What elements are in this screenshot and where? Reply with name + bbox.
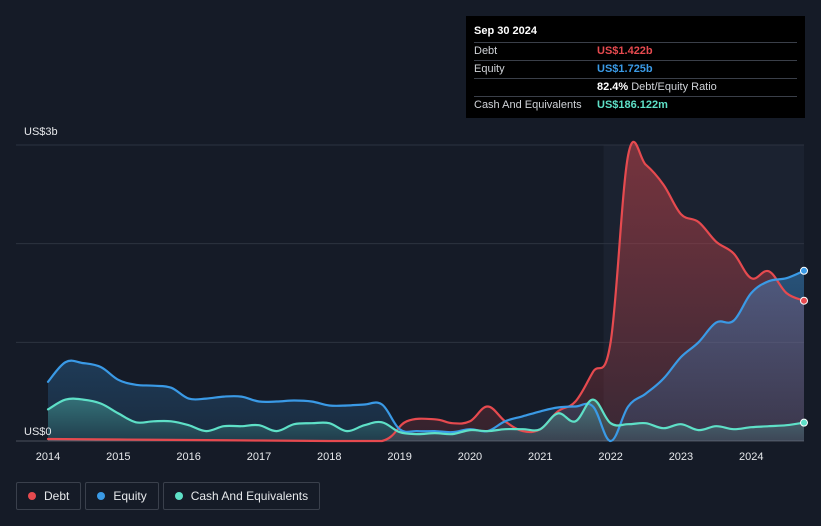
tooltip-ratio-number: 82.4%	[597, 81, 629, 93]
legend-dot-equity	[97, 492, 106, 500]
x-tick-label-2018: 2018	[317, 451, 341, 463]
tooltip-label-equity: Equity	[474, 63, 505, 75]
series-lines	[46, 140, 806, 443]
x-tick-label-2015: 2015	[106, 451, 130, 463]
legend-label-equity: Equity	[113, 489, 147, 503]
series-areas	[48, 141, 804, 442]
x-tick-label-2014: 2014	[36, 451, 60, 463]
area-debt	[48, 141, 804, 442]
y-axis: US$3b US$0	[24, 126, 58, 438]
tooltip-label-debt: Debt	[474, 45, 498, 57]
tooltip-row-ratio: 82.4% Debt/Equity Ratio	[474, 79, 797, 97]
y-tick-label-zero: US$0	[24, 426, 52, 438]
series-end-markers	[800, 266, 808, 427]
x-tick-label-2024: 2024	[739, 451, 763, 463]
x-tick-label-2023: 2023	[669, 451, 693, 463]
tooltip-label-cash: Cash And Equivalents	[474, 99, 582, 111]
x-tick-label-2016: 2016	[176, 451, 200, 463]
x-tick-label-2022: 2022	[598, 451, 622, 463]
line-debt	[46, 140, 806, 443]
tooltip-ratio-label: Debt/Equity Ratio	[631, 81, 717, 93]
tooltip-value-equity: US$1.725b	[597, 63, 653, 75]
area-cash	[48, 398, 804, 441]
tooltip-row-equity: Equity US$1.725b	[474, 61, 797, 79]
line-cash	[46, 397, 806, 436]
data-tooltip: Sep 30 2024 Debt US$1.422b Equity US$1.7…	[466, 16, 805, 118]
chart-legend: Debt Equity Cash And Equivalents	[16, 482, 321, 510]
x-tick-label-2020: 2020	[458, 451, 482, 463]
legend-item-equity[interactable]: Equity	[85, 482, 159, 510]
x-tick-label-2021: 2021	[528, 451, 552, 463]
x-tick-label-2019: 2019	[387, 451, 411, 463]
legend-item-cash[interactable]: Cash And Equivalents	[162, 482, 321, 510]
x-axis: 2014 2015 2016 2017 2018 2019 2020 2021 2022 2023…	[36, 451, 764, 463]
legend-label-cash: Cash And Equivalents	[190, 489, 309, 503]
line-equity	[46, 269, 806, 443]
tooltip-date: Sep 30 2024	[474, 24, 797, 43]
tooltip-value-ratio: 82.4% Debt/Equity Ratio	[597, 79, 717, 96]
y-tick-label-top: US$3b	[24, 126, 58, 138]
legend-dot-debt	[28, 492, 36, 500]
legend-dot-cash	[174, 492, 183, 500]
area-equity	[48, 270, 804, 441]
legend-item-debt[interactable]: Debt	[16, 482, 82, 510]
tooltip-row-debt: Debt US$1.422b	[474, 43, 797, 61]
end-marker-cash	[800, 418, 808, 427]
end-marker-equity	[800, 266, 808, 275]
legend-label-debt: Debt	[44, 489, 70, 503]
x-tick-label-2017: 2017	[247, 451, 271, 463]
tooltip-row-cash: Cash And Equivalents US$186.122m	[474, 97, 797, 114]
tooltip-value-cash: US$186.122m	[597, 99, 668, 111]
tooltip-value-debt: US$1.422b	[597, 45, 653, 57]
end-marker-debt	[800, 296, 808, 305]
